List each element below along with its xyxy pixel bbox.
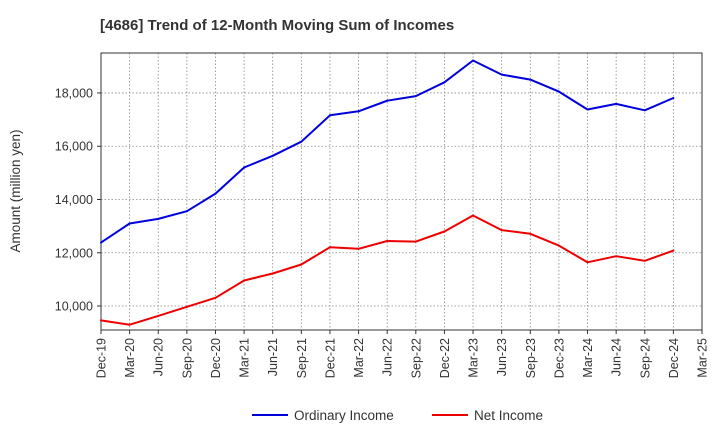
data-point xyxy=(328,246,331,249)
series-group xyxy=(100,59,675,326)
x-tick-label: Mar-22 xyxy=(352,338,366,378)
x-tick-label: Sep-22 xyxy=(409,338,423,378)
legend-label: Ordinary Income xyxy=(294,408,394,423)
x-tick-label: Dec-20 xyxy=(209,338,223,378)
y-tick-label: 14,000 xyxy=(55,193,93,207)
data-point xyxy=(472,214,475,217)
x-tick-label: Dec-23 xyxy=(552,338,566,378)
data-point xyxy=(271,154,274,157)
x-tick-label: Mar-20 xyxy=(123,338,137,378)
x-tick-label: Sep-21 xyxy=(295,338,309,378)
data-point xyxy=(328,114,331,117)
data-point xyxy=(414,95,417,98)
data-point xyxy=(443,230,446,233)
data-point xyxy=(414,240,417,243)
x-tick-label: Jun-24 xyxy=(610,338,624,376)
x-tick-label: Dec-19 xyxy=(95,338,109,378)
data-point xyxy=(586,261,589,264)
data-point xyxy=(157,314,160,317)
data-point xyxy=(300,263,303,266)
data-point xyxy=(529,78,532,81)
data-point xyxy=(529,232,532,235)
data-point xyxy=(443,81,446,84)
legend-label: Net Income xyxy=(474,408,543,423)
data-point xyxy=(243,166,246,169)
data-point xyxy=(586,108,589,111)
data-point xyxy=(214,192,217,195)
x-tick-label: Dec-22 xyxy=(438,338,452,378)
data-point xyxy=(472,59,475,62)
grid xyxy=(100,53,703,330)
x-tick-label: Jun-21 xyxy=(266,338,280,376)
data-point xyxy=(100,319,102,322)
data-point xyxy=(214,296,217,299)
data-point xyxy=(672,97,675,100)
data-point xyxy=(643,259,646,262)
data-point xyxy=(500,73,503,76)
data-point xyxy=(557,244,560,247)
data-point xyxy=(615,102,618,105)
data-point xyxy=(128,323,131,326)
x-tick-label: Jun-23 xyxy=(495,338,509,376)
data-point xyxy=(500,229,503,232)
chart-title: [4686] Trend of 12-Month Moving Sum of I… xyxy=(100,17,454,34)
y-tick-label: 12,000 xyxy=(55,246,93,260)
data-point xyxy=(672,249,675,252)
legend: Ordinary Income Net Income xyxy=(252,408,543,423)
x-tick-label: Sep-24 xyxy=(638,338,652,378)
data-point xyxy=(100,241,102,244)
data-point xyxy=(357,110,360,113)
data-point xyxy=(243,279,246,282)
y-tick-label: 18,000 xyxy=(55,86,93,100)
x-tick-label: Mar-24 xyxy=(581,338,595,378)
data-point xyxy=(300,140,303,143)
x-tick-label: Dec-24 xyxy=(667,338,681,378)
x-tick-label: Mar-21 xyxy=(238,338,252,378)
data-point xyxy=(643,109,646,112)
data-point xyxy=(386,99,389,102)
data-point xyxy=(386,240,389,243)
data-point xyxy=(615,255,618,258)
x-axis-ticks: Dec-19 Mar-20 Jun-20 Sep-20 Dec-20 Mar-21 Jun-… xyxy=(95,330,710,378)
data-point xyxy=(271,272,274,275)
x-tick-label: Jun-22 xyxy=(381,338,395,376)
x-tick-label: Jun-20 xyxy=(152,338,166,376)
y-tick-label: 16,000 xyxy=(55,140,93,154)
x-tick-label: Mar-25 xyxy=(696,338,710,378)
x-tick-label: Sep-23 xyxy=(524,338,538,378)
y-axis-ticks: 10,000 12,000 14,000 16,000 18,000 xyxy=(55,86,101,314)
y-tick-label: 10,000 xyxy=(55,300,93,314)
x-tick-label: Mar-23 xyxy=(467,338,481,378)
data-point xyxy=(185,210,188,213)
x-tick-label: Dec-21 xyxy=(323,338,337,378)
data-point xyxy=(157,217,160,220)
plot-area-border xyxy=(100,52,703,331)
y-axis-label: Amount (million yen) xyxy=(8,129,23,252)
x-tick-label: Sep-20 xyxy=(180,338,194,378)
data-point xyxy=(557,90,560,93)
data-point xyxy=(128,222,131,225)
data-point xyxy=(185,305,188,308)
data-point xyxy=(357,247,360,250)
